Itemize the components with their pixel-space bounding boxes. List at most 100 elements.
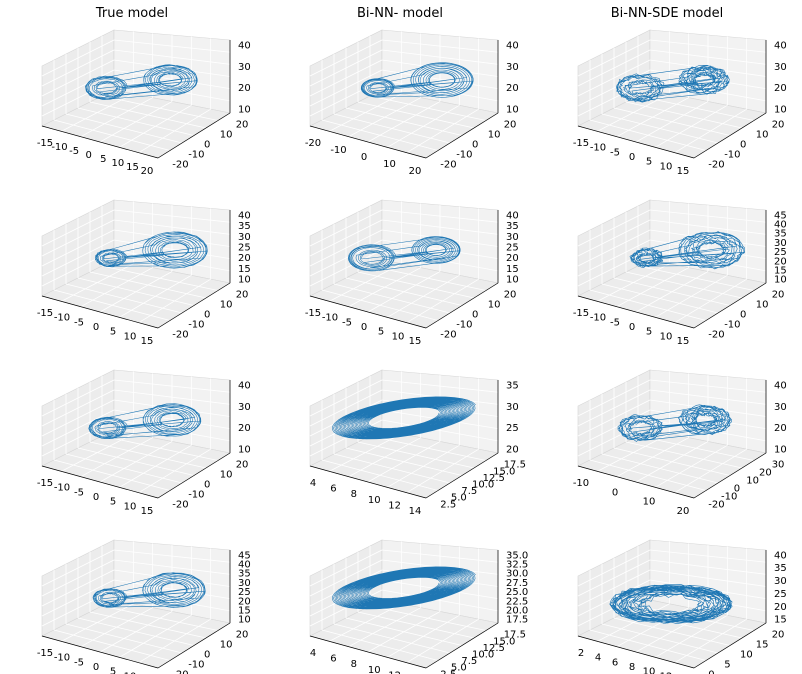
z-tick-label: 10 (506, 105, 519, 116)
x-tick-label: -5 (610, 147, 620, 158)
x-axis-line (309, 295, 427, 329)
trajectory-line (92, 572, 206, 608)
y-tick-label: -10 (188, 489, 204, 500)
z-tick-label: 20 (774, 423, 787, 434)
x-tick-label: 15 (126, 162, 139, 173)
y-tick-label: 7.5 (461, 656, 477, 667)
x-axis-line (41, 125, 159, 159)
x-tick-label: 0 (361, 322, 367, 333)
y-axis-line (157, 112, 231, 159)
x-tick-label: 8 (629, 662, 635, 673)
z-tick-label: 25 (238, 243, 251, 254)
x-tick-label: -15 (573, 138, 589, 149)
x-tick-label: 5 (646, 157, 652, 168)
x-tick-label: 10 (368, 665, 381, 674)
x-tick-label: -15 (37, 308, 53, 319)
y-tick-label: -20 (172, 499, 188, 510)
x-tick-label: -5 (74, 317, 84, 328)
y-tick-label: -10 (188, 319, 204, 330)
grid-lines (577, 371, 767, 494)
z-tick-label: 30 (506, 232, 519, 243)
z-tick-label: 20 (238, 596, 251, 607)
z-tick-label: 35 (238, 569, 251, 580)
y-tick-label: -10 (188, 659, 204, 670)
y-tick-label: -10 (188, 149, 204, 160)
x-tick-label: 6 (330, 484, 336, 495)
x-tick-label: 15 (409, 336, 422, 347)
z-tick-label: 10 (238, 445, 251, 456)
x-tick-label: 12 (388, 500, 401, 511)
x-tick-label: -5 (342, 317, 352, 328)
x-tick-label: 5 (110, 667, 116, 674)
grid-lines (577, 201, 767, 324)
z-tick-label: 40 (238, 380, 251, 391)
y-tick-label: 20 (759, 468, 772, 479)
z-tick-label: 20 (238, 83, 251, 94)
x-tick-label: -15 (573, 308, 589, 319)
z-tick-label: 30 (238, 62, 251, 73)
y-tick-label: 15 (756, 640, 769, 651)
y-axis-line (425, 282, 499, 329)
y-tick-label: 20 (772, 290, 785, 301)
x-tick-label: 15 (677, 166, 690, 177)
y-tick-label: -20 (172, 669, 188, 674)
y-tick-label: 20 (236, 120, 249, 131)
y-tick-label: 10.0 (472, 650, 494, 661)
grid-lines (41, 31, 231, 154)
x-tick-label: 10 (124, 671, 137, 674)
y-tick-label: 0 (204, 310, 210, 321)
z-tick-label: 40 (774, 220, 787, 231)
y-tick-label: 0 (708, 669, 714, 674)
x-tick-label: 4 (310, 478, 316, 489)
column-title-bi-nn-model: Bi-NN- model (357, 6, 443, 21)
x-tick-label: 0 (93, 662, 99, 673)
x-axis-line (41, 295, 159, 329)
y-tick-label: -20 (440, 159, 456, 170)
z-tick-label: 10 (774, 445, 787, 456)
x-tick-label: 0 (612, 487, 618, 498)
subplot-r3-c2: 246810121405101520403530252015 (577, 539, 787, 674)
y-tick-label: -10 (724, 319, 740, 330)
y-tick-label: 30 (772, 460, 785, 471)
y-tick-label: 5.0 (451, 663, 467, 674)
x-tick-label: 20 (141, 166, 154, 177)
subplot-grid: -15-10 -5 0 5 10 15 20-20-100102040302010-20-1… (37, 29, 787, 674)
trajectory-line (85, 64, 198, 100)
y-axis-line (693, 112, 767, 159)
x-axis-line (41, 465, 159, 499)
y-axis-line (157, 282, 231, 329)
grid-lines (309, 31, 499, 154)
y-tick-label: 10 (488, 300, 501, 311)
z-tick-label: 25 (774, 589, 787, 600)
trajectory-line (617, 404, 733, 442)
x-tick-label: 12 (660, 671, 673, 674)
z-tick-label: 10 (506, 275, 519, 286)
z-tick-label: 35 (506, 380, 519, 391)
y-tick-label: 7.5 (461, 486, 477, 497)
x-tick-label: 0 (361, 152, 367, 163)
x-tick-label: 10 (392, 331, 405, 342)
x-tick-label: 15 (141, 506, 154, 517)
z-tick-label: 30.0 (506, 569, 528, 580)
z-tick-label: 17.5 (506, 615, 528, 626)
x-axis-line (309, 125, 427, 159)
trajectory-line (332, 396, 476, 440)
y-tick-label: 20 (236, 460, 249, 471)
grid-lines (309, 541, 499, 664)
x-tick-label: -5 (74, 657, 84, 668)
z-tick-label: 10 (774, 275, 787, 286)
x-axis-line (309, 465, 427, 499)
y-axis-line (157, 452, 231, 499)
x-tick-label: 0 (629, 322, 635, 333)
z-tick-label: 35 (774, 229, 787, 240)
y-tick-label: 0 (204, 480, 210, 491)
x-tick-label: 10 (643, 667, 656, 674)
y-tick-label: 0 (734, 484, 740, 495)
z-tick-label: 15 (774, 615, 787, 626)
x-axis-line (41, 635, 159, 669)
y-tick-label: -10 (456, 149, 472, 160)
trajectory-line (609, 583, 733, 625)
